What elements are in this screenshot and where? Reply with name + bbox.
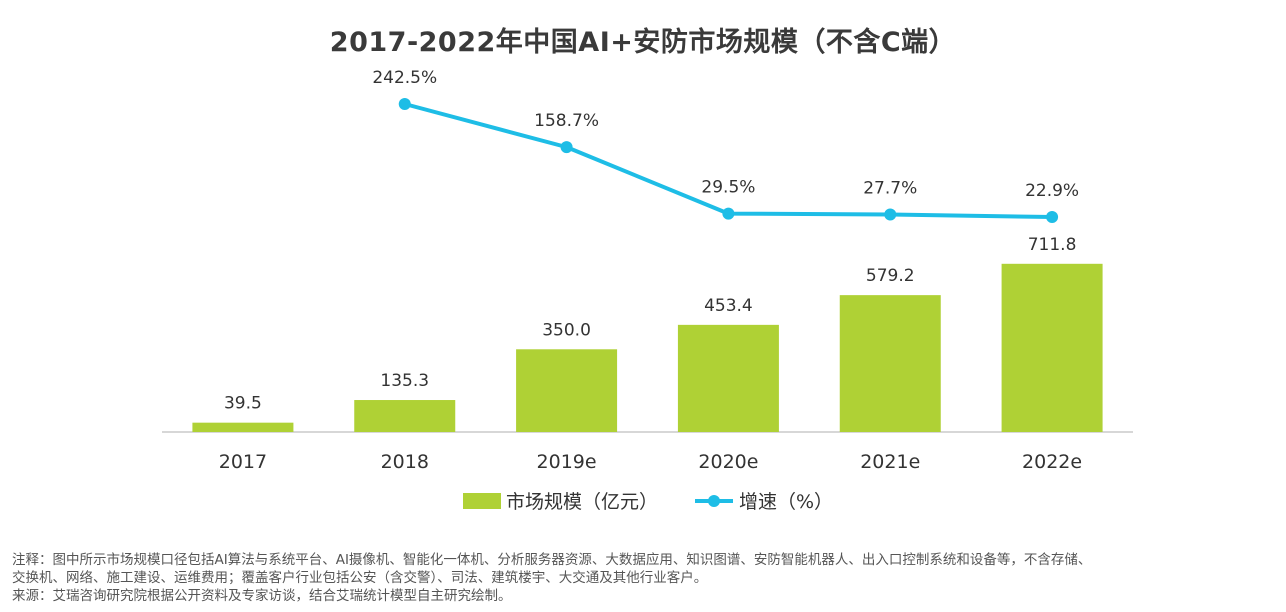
note-line-2: 交换机、网络、施工建设、运维费用；覆盖客户行业包括公安（含交警）、司法、建筑楼宇… bbox=[12, 570, 708, 586]
x-tick-label: 2018 bbox=[381, 451, 429, 473]
x-tick-label: 2022e bbox=[1022, 451, 1082, 473]
bar-2022e bbox=[1001, 263, 1103, 432]
bar-2020e bbox=[677, 324, 779, 432]
bar-2017 bbox=[192, 422, 294, 432]
bar-2019e bbox=[516, 349, 618, 432]
growth-point-2021e bbox=[884, 208, 897, 221]
growth-value-label: 158.7% bbox=[534, 111, 599, 131]
bar-2018 bbox=[354, 400, 456, 432]
growth-line bbox=[404, 102, 1053, 219]
bar-value-label: 350.0 bbox=[542, 320, 591, 340]
growth-point-2019e bbox=[560, 141, 573, 154]
x-tick-label: 2017 bbox=[219, 451, 267, 473]
footnotes: 注释：图中所示市场规模口径包括AI算法与系统平台、AI摄像机、智能化一体机、分析… bbox=[12, 551, 1282, 605]
growth-value-label: 22.9% bbox=[1025, 181, 1079, 201]
legend-line-marker bbox=[708, 495, 720, 507]
growth-value-label: 27.7% bbox=[863, 179, 917, 199]
x-tick-label: 2021e bbox=[860, 451, 920, 473]
note-line-1: 注释：图中所示市场规模口径包括AI算法与系统平台、AI摄像机、智能化一体机、分析… bbox=[12, 552, 1092, 568]
chart-title: 2017-2022年中国AI+安防市场规模（不含C端） bbox=[329, 27, 957, 58]
bar-value-label: 39.5 bbox=[224, 394, 262, 414]
bar-value-label: 579.2 bbox=[866, 266, 915, 286]
bar-value-label: 711.8 bbox=[1028, 235, 1077, 255]
x-tick-label: 2020e bbox=[698, 451, 758, 473]
bar-value-label: 453.4 bbox=[704, 296, 753, 316]
legend-line-label: 增速（%） bbox=[739, 491, 833, 513]
growth-value-label: 242.5% bbox=[372, 68, 437, 88]
growth-point-2022e bbox=[1046, 211, 1059, 223]
growth-value-label: 29.5% bbox=[701, 178, 755, 198]
growth-point-2018 bbox=[398, 98, 411, 110]
bar-value-label: 135.3 bbox=[380, 371, 429, 391]
x-tick-label: 2019e bbox=[537, 451, 597, 473]
bar-2021e bbox=[839, 295, 941, 432]
legend-bar-swatch bbox=[463, 493, 501, 509]
growth-point-2020e bbox=[722, 207, 735, 220]
chart-canvas: 39.5 2017 135.3 2018 350.0 2019e 453.4 2020e 579… bbox=[162, 68, 1133, 513]
legend-bar-label: 市场规模（亿元） bbox=[506, 491, 658, 513]
source-line: 来源：艾瑞咨询研究院根据公开资料及专家访谈，结合艾瑞统计模型自主研究绘制。 bbox=[12, 588, 512, 604]
